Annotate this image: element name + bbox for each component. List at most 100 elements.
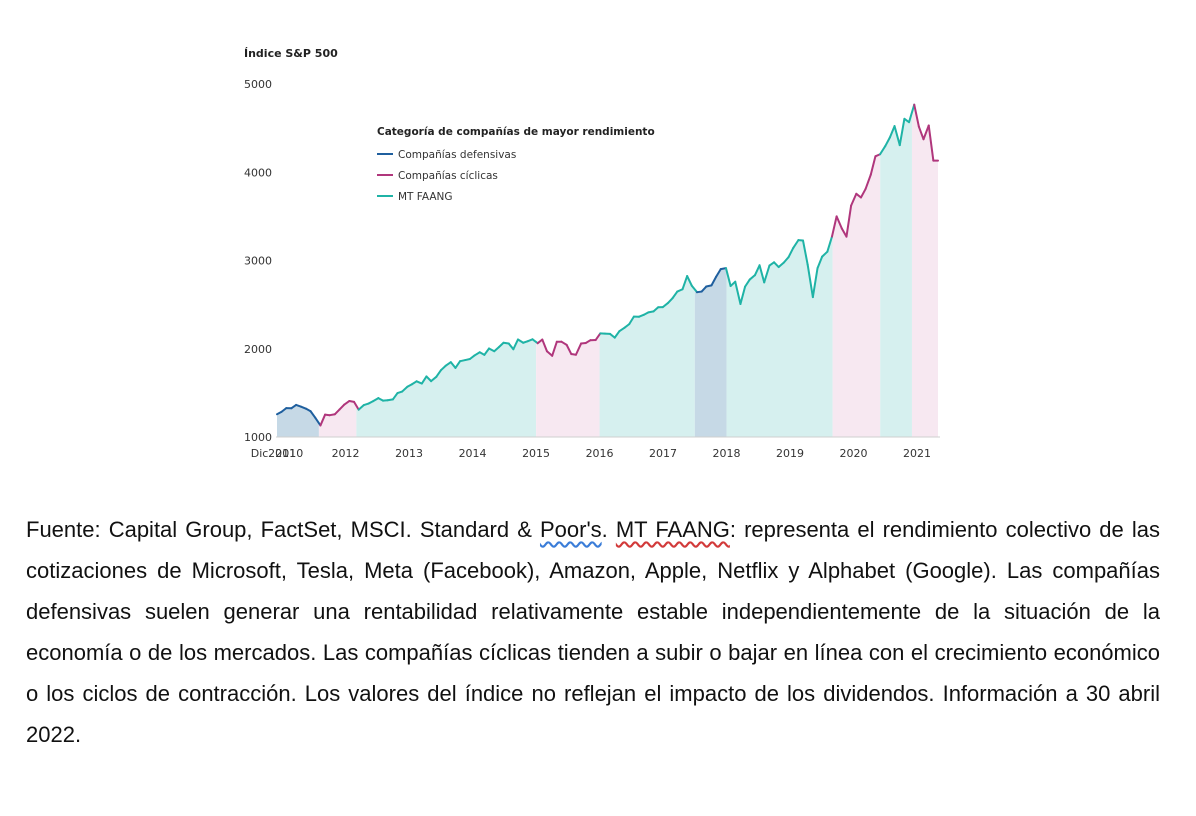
- y-axis-title: Índice S&P 500: [244, 47, 338, 60]
- line-segment-faang: [401, 385, 409, 393]
- line-segment-faang: [753, 264, 761, 277]
- line-segment-faang: [671, 290, 679, 300]
- line-segment-ciclicas: [835, 215, 843, 230]
- line-segment-faang: [724, 267, 732, 288]
- period-band-ciclicas-1: [318, 104, 357, 437]
- line-segment-faang: [507, 342, 515, 351]
- line-segment-faang: [473, 351, 481, 357]
- line-segment-faang: [763, 264, 771, 284]
- source-mtfaang: MT FAANG: [615, 517, 730, 542]
- line-segment-faang: [444, 361, 452, 367]
- line-segment-ciclicas: [319, 413, 327, 427]
- line-segment-faang: [777, 261, 785, 269]
- line-segment-faang: [628, 315, 635, 326]
- line-segment-defensivas: [710, 275, 718, 287]
- source-text-part2: : representa el rendimiento colectivo de…: [26, 517, 1160, 747]
- line-segment-defensivas: [715, 268, 722, 278]
- line-segment-ciclicas: [913, 103, 920, 128]
- line-segment-faang: [493, 346, 500, 353]
- line-segment-faang: [898, 117, 906, 147]
- line-segment-faang: [435, 369, 442, 378]
- line-segment-faang: [430, 375, 438, 383]
- line-segment-faang: [686, 275, 693, 287]
- line-segment-faang: [744, 278, 751, 288]
- line-segment-ciclicas: [917, 125, 925, 141]
- line-segment-faang: [802, 239, 809, 266]
- line-segment-faang: [884, 136, 891, 148]
- line-segment-defensivas: [309, 410, 317, 419]
- line-segment-faang: [908, 103, 916, 124]
- source-dot: .: [601, 517, 616, 542]
- period-band-defensivas-5: [694, 104, 727, 437]
- source-note: Fuente: Capital Group, FactSet, MSCI. St…: [26, 509, 1160, 755]
- line-segment-faang: [357, 404, 365, 411]
- legend: Categoría de compañías de mayor rendimie…: [377, 126, 655, 203]
- line-segment-faang: [758, 264, 766, 284]
- line-segment-faang: [618, 326, 626, 333]
- line-segment-ciclicas: [845, 204, 853, 238]
- line-segment-faang: [811, 267, 819, 299]
- line-segment-faang: [821, 250, 829, 258]
- line-segment-ciclicas: [560, 340, 568, 346]
- line-segment-faang: [652, 306, 660, 313]
- legend-label-defensivas: Compañías defensivas: [398, 149, 516, 161]
- line-segment-faang: [372, 397, 380, 403]
- line-segment-faang: [893, 125, 901, 147]
- line-segment-faang: [667, 297, 674, 304]
- y-tick-labels: 1000 2000 3000 4000 5000: [244, 78, 272, 444]
- line-segment-faang: [497, 341, 505, 349]
- index-line: [276, 103, 939, 427]
- line-segment-ciclicas: [830, 215, 838, 238]
- period-band-ciclicas-7: [832, 104, 881, 437]
- y-tick-3000: 3000: [244, 255, 272, 268]
- line-segment-defensivas: [700, 285, 708, 293]
- x-tick-2018: 2018: [713, 447, 741, 460]
- line-segment-faang: [425, 375, 433, 383]
- line-segment-faang: [613, 330, 621, 339]
- line-segment-faang: [806, 263, 814, 299]
- x-tick-2011: 2011: [268, 447, 296, 460]
- line-segment-ciclicas: [333, 408, 341, 416]
- line-segment-faang: [449, 361, 457, 369]
- line-segment-faang: [661, 301, 670, 309]
- x-tick-2014: 2014: [459, 447, 487, 460]
- x-tick-2021: 2021: [903, 447, 931, 460]
- line-segment-faang: [816, 255, 824, 270]
- line-segment-faang: [739, 285, 747, 306]
- y-tick-5000: 5000: [244, 78, 272, 91]
- period-band-faang-8: [880, 104, 912, 437]
- legend-label-faang: MT FAANG: [398, 191, 453, 203]
- line-segment-ciclicas: [353, 400, 360, 411]
- line-segment-ciclicas: [338, 403, 346, 411]
- line-segment-ciclicas: [343, 399, 351, 406]
- line-segment-faang: [531, 338, 539, 345]
- line-segment-faang: [748, 274, 756, 281]
- x-tick-2019: 2019: [776, 447, 804, 460]
- period-band-faang-6: [726, 104, 833, 437]
- line-segment-faang: [681, 275, 689, 291]
- period-band-ciclicas-9: [911, 104, 938, 437]
- line-segment-faang: [782, 256, 790, 264]
- line-segment-ciclicas: [574, 342, 583, 356]
- x-tick-2015: 2015: [522, 447, 550, 460]
- line-segment-faang: [420, 375, 428, 385]
- line-segment-faang: [826, 235, 833, 253]
- line-segment-ciclicas: [551, 340, 558, 357]
- line-segment-faang: [787, 247, 795, 259]
- line-segment-faang: [391, 392, 399, 401]
- line-segment-ciclicas: [850, 192, 858, 207]
- x-tick-Dic2010: Dic. 2010: [251, 447, 304, 460]
- y-tick-1000: 1000: [244, 431, 272, 444]
- line-segment-faang: [516, 338, 525, 344]
- line-segment-ciclicas: [565, 343, 573, 356]
- x-tick-2020: 2020: [840, 447, 868, 460]
- line-segment-faang: [734, 280, 742, 306]
- line-segment-faang: [888, 125, 896, 139]
- line-segment-faang: [773, 261, 780, 269]
- line-segment-ciclicas: [541, 338, 548, 353]
- legend-label-ciclicas: Compañías cíclicas: [398, 170, 498, 182]
- line-segment-faang: [512, 338, 519, 351]
- line-segment-ciclicas: [922, 124, 930, 141]
- line-segment-ciclicas: [594, 332, 602, 342]
